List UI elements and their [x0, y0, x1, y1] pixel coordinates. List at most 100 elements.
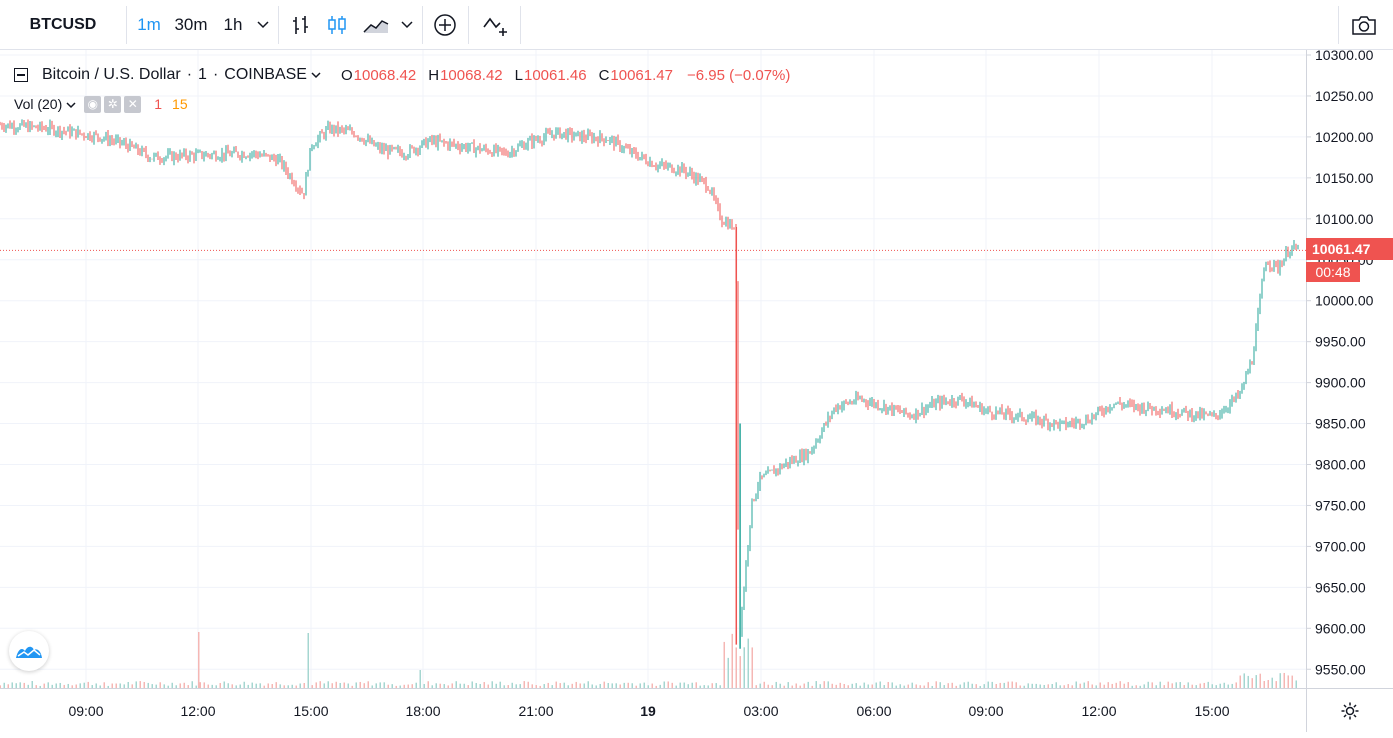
- volume-bar: [279, 684, 281, 688]
- toolbar-divider: [520, 6, 521, 44]
- volume-bar: [855, 683, 857, 688]
- volume-label[interactable]: Vol (20): [14, 96, 63, 112]
- volume-bar: [663, 681, 665, 688]
- volume-bar: [499, 681, 501, 688]
- volume-bar: [467, 685, 469, 688]
- time-tick-label: 06:00: [856, 703, 891, 719]
- volume-bar: [399, 685, 401, 688]
- volume-bar: [155, 684, 157, 688]
- volume-bar: [751, 647, 753, 688]
- legend-title[interactable]: Bitcoin / U.S. Dollar: [42, 66, 181, 83]
- symbol-search-button[interactable]: BTCUSD: [29, 16, 97, 33]
- volume-bar: [431, 685, 433, 688]
- volume-bar: [1259, 673, 1261, 688]
- chart-pane[interactable]: [0, 50, 1306, 688]
- volume-bar: [179, 683, 181, 688]
- volume-bar: [1295, 680, 1297, 688]
- volume-bar: [931, 685, 933, 688]
- volume-bar: [227, 683, 229, 688]
- add-compare-icon[interactable]: [428, 0, 462, 50]
- candles-style-icon[interactable]: [320, 0, 354, 50]
- volume-bar: [455, 681, 457, 688]
- volume-bar: [1191, 684, 1193, 688]
- volume-bar: [1011, 681, 1013, 688]
- price-chart[interactable]: [0, 50, 1306, 688]
- interval-menu-chevron-down-icon[interactable]: [252, 0, 274, 50]
- camera-icon[interactable]: [1344, 0, 1384, 50]
- chart-settings-gear-icon[interactable]: [1306, 688, 1393, 732]
- volume-bar: [547, 682, 549, 688]
- volume-bar: [159, 682, 161, 688]
- time-tick-label: 19: [640, 703, 656, 719]
- time-tick-label: 09:00: [68, 703, 103, 719]
- toolbar-divider: [422, 6, 423, 44]
- volume-bar: [419, 670, 421, 688]
- volume-bar: [1043, 684, 1045, 688]
- volume-bar: [223, 681, 225, 688]
- volume-bar: [1211, 684, 1213, 688]
- volume-bar: [735, 647, 737, 688]
- volume-bar: [1171, 683, 1173, 688]
- volume-bar: [699, 685, 701, 688]
- interval-1h-button[interactable]: 1h: [223, 15, 243, 34]
- price-tick-label: 9650.00: [1315, 579, 1366, 595]
- volume-bar: [207, 684, 209, 688]
- tradingview-logo-icon[interactable]: [9, 631, 49, 671]
- top-toolbar: BTCUSD 1m 30m 1h: [0, 0, 1393, 50]
- volume-bar: [815, 681, 817, 688]
- toolbar-divider: [278, 6, 279, 44]
- volume-bar: [63, 684, 65, 688]
- volume-bar: [939, 682, 941, 688]
- price-tick-label: 10100.00: [1315, 211, 1374, 227]
- remove-indicator-close-icon[interactable]: ✕: [124, 95, 142, 113]
- price-axis[interactable]: 10300.00 10250.00 10200.00 10150.00 10100.00…: [1306, 47, 1393, 688]
- legend-chevron-down-icon[interactable]: [311, 66, 321, 84]
- volume-bar: [711, 683, 713, 688]
- volume-bar: [823, 681, 825, 688]
- volume-bar: [915, 684, 917, 688]
- volume-bar: [103, 682, 105, 688]
- volume-bar: [523, 681, 525, 688]
- volume-bar: [299, 683, 301, 688]
- volume-bar: [387, 684, 389, 688]
- volume-bar: [91, 685, 93, 688]
- volume-bar: [1111, 683, 1113, 688]
- volume-bar: [611, 683, 613, 688]
- chart-style-chevron-down-icon[interactable]: [396, 0, 418, 50]
- collapse-legend-icon[interactable]: [14, 68, 28, 82]
- close-label: C: [598, 66, 610, 84]
- volume-bar: [135, 681, 137, 688]
- volume-bar: [199, 682, 201, 688]
- volume-bar: [827, 681, 829, 688]
- volume-bar: [3, 682, 5, 688]
- interval-1m-button[interactable]: 1m: [137, 15, 161, 34]
- volume-bar: [543, 684, 545, 688]
- volume-bar: [1091, 684, 1093, 688]
- volume-bar: [1159, 681, 1161, 688]
- volume-bar: [447, 685, 449, 688]
- interval-30m-button[interactable]: 30m: [174, 15, 208, 34]
- volume-chevron-down-icon[interactable]: [66, 96, 76, 112]
- time-axis[interactable]: 09:00 12:00 15:00 18:00 21:00 19 03:00 06:00 09:…: [0, 688, 1306, 732]
- volume-bar: [1047, 684, 1049, 688]
- volume-bar: [515, 684, 517, 688]
- price-tick-label: 10200.00: [1315, 129, 1374, 145]
- volume-bar: [799, 685, 801, 688]
- volume-bar: [951, 682, 953, 688]
- bars-style-icon[interactable]: [284, 0, 318, 50]
- volume-bar: [459, 683, 461, 688]
- volume-bar: [979, 685, 981, 688]
- indicator-settings-gear-icon[interactable]: ✲: [104, 95, 122, 113]
- price-tick-label: 10300.00: [1315, 50, 1374, 63]
- volume-bar: [355, 682, 357, 688]
- legend-exchange[interactable]: COINBASE: [224, 66, 307, 83]
- volume-bar: [435, 683, 437, 688]
- volume-bar: [407, 684, 409, 688]
- hide-indicator-eye-icon[interactable]: ◉: [84, 95, 102, 113]
- indicators-icon[interactable]: [474, 0, 518, 50]
- area-style-icon[interactable]: [358, 0, 394, 50]
- volume-bar: [7, 684, 9, 688]
- open-label: O: [340, 66, 353, 84]
- volume-bar: [1199, 683, 1201, 688]
- volume-bar: [575, 681, 577, 688]
